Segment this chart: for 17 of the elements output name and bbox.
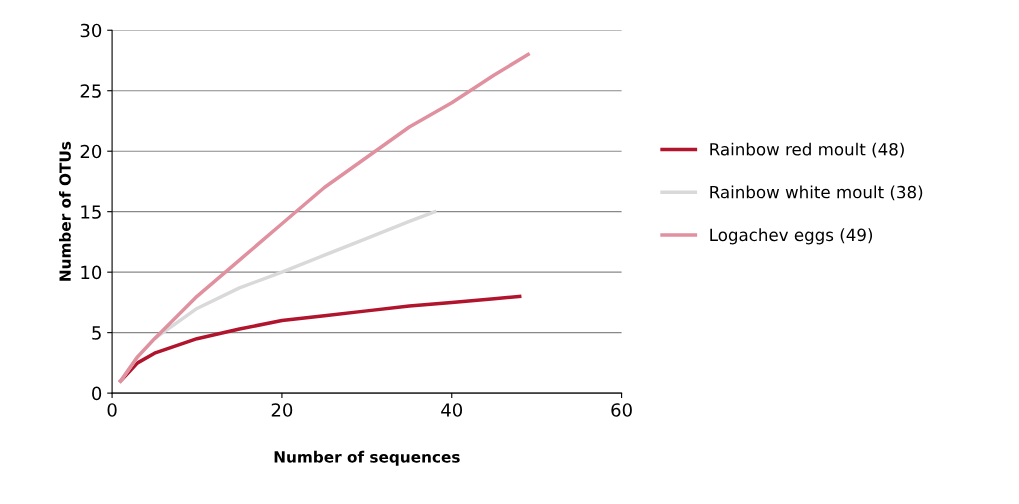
y-tick-label: 20 (80, 144, 102, 159)
y-tick-label: 30 (80, 23, 102, 38)
legend-label: Logachev eggs (49) (710, 228, 873, 245)
x-tick-label: 40 (441, 403, 463, 417)
x-tick-label: 20 (271, 403, 293, 417)
y-tick-label: 10 (81, 265, 102, 280)
x-axis-title: Number of sequences (274, 450, 460, 466)
x-tick-label: 0 (107, 403, 117, 417)
y-tick-label: 5 (92, 326, 101, 340)
legend-label: Rainbow white moult (38) (710, 185, 923, 201)
legend-label: Rainbow red moult (48) (710, 142, 904, 158)
y-tick-label: 0 (92, 386, 102, 401)
y-tick-label: 15 (81, 205, 101, 219)
y-axis-title: Number of OTUs (59, 141, 71, 281)
y-tick-label: 25 (80, 84, 101, 98)
line-series (118, 52, 530, 383)
x-tick-label: 60 (611, 403, 632, 417)
